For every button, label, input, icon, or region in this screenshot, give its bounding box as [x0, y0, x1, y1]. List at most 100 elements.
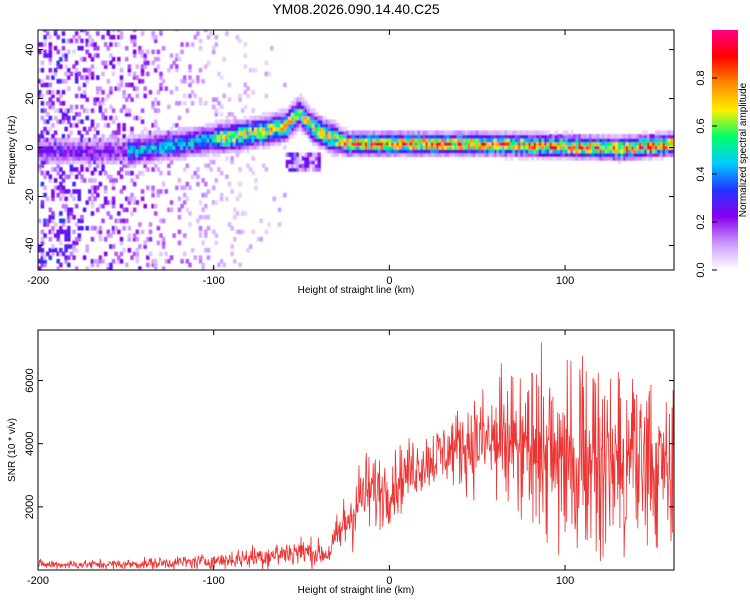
- spectrogram-cell: [143, 56, 147, 62]
- spectrogram-cell: [159, 148, 163, 154]
- spectrogram-cell: [43, 222, 47, 227]
- spectrogram-cell: [206, 214, 211, 220]
- spectrogram-cell: [380, 145, 385, 150]
- spectrogram-cell: [69, 170, 74, 176]
- spectrogram-cell: [546, 141, 551, 146]
- spectrogram-cell: [175, 130, 179, 135]
- spectrogram-cell: [330, 134, 335, 139]
- spectrogram-cell: [594, 134, 598, 139]
- spectrogram-cell: [106, 145, 111, 150]
- spectrogram-cell: [119, 31, 124, 36]
- spectrogram-cell: [66, 159, 71, 165]
- spectrogram-cell: [74, 240, 79, 246]
- spectrogram-cell: [319, 119, 324, 124]
- spectrogram-cell: [74, 75, 79, 80]
- spectrogram-cell: [122, 93, 126, 99]
- spectrogram-cell: [206, 225, 211, 231]
- spectrogram-cell: [90, 137, 95, 143]
- spectrogram-cell: [301, 104, 306, 110]
- spectrogram-cell: [51, 75, 55, 80]
- spectrogram-cell: [182, 185, 187, 191]
- spectrogram-cell: [491, 137, 495, 143]
- spectrogram-cell: [214, 233, 219, 238]
- spectrogram-cell: [214, 152, 219, 158]
- spectrogram-cell: [98, 108, 103, 113]
- spectrogram-cell: [40, 148, 45, 154]
- spectrogram-cell: [235, 229, 240, 235]
- spectrogram-cell: [72, 156, 76, 161]
- spectrogram-cell: [372, 148, 377, 154]
- spectrogram-cell: [59, 64, 63, 69]
- spectrogram-cell: [285, 163, 290, 169]
- spectrogram-cell: [93, 189, 97, 194]
- spectrogram-cells: [38, 30, 674, 270]
- spectrogram-cell: [367, 145, 371, 150]
- spectrogram-cell: [478, 137, 482, 143]
- spectrogram-cell: [132, 115, 137, 121]
- spectrogram-cell: [572, 152, 577, 158]
- spectrogram-cell: [225, 156, 229, 161]
- spectrogram-cell: [370, 141, 374, 146]
- spectrogram-cell: [317, 141, 321, 146]
- spectrogram-cell: [193, 126, 198, 132]
- spectrogram-cell: [243, 130, 248, 135]
- spectrogram-cell: [122, 152, 126, 158]
- spectrogram-cell: [393, 130, 398, 135]
- spectrogram-cell: [269, 141, 274, 146]
- spectrogram-cell: [135, 75, 140, 80]
- spectrogram-cell: [130, 163, 134, 169]
- spectrogram-cell: [109, 262, 113, 268]
- spectrogram-cell: [69, 145, 74, 150]
- spectrogram-cell: [219, 196, 224, 202]
- spectrogram-cell: [348, 130, 353, 135]
- spectrogram-cell: [109, 115, 113, 121]
- spectrogram-cell: [72, 244, 76, 249]
- spectrogram-cell: [507, 134, 511, 139]
- spectrogram-cell: [90, 159, 95, 165]
- spectrogram-cell: [240, 229, 245, 235]
- spectrogram-cell: [59, 174, 63, 180]
- spectrogram-cell: [204, 101, 208, 106]
- spectrogram-cell: [536, 152, 540, 158]
- spectrogram-cell: [193, 141, 198, 146]
- spectrogram-cell: [80, 148, 84, 154]
- spectrogram-cell: [314, 141, 319, 146]
- spectrogram-cell: [356, 148, 361, 154]
- spectrogram-cell: [148, 222, 153, 227]
- spectrogram-cell: [43, 38, 47, 44]
- spectrogram-cell: [146, 255, 150, 260]
- spectrogram-cell: [61, 251, 66, 257]
- spectrogram-cell: [38, 159, 42, 165]
- spectrogram-cell: [56, 108, 60, 113]
- spectrogram-cell: [562, 145, 566, 150]
- spectrogram-cell: [204, 192, 208, 198]
- spectrogram-cell: [148, 137, 153, 143]
- spectrogram-cell: [269, 123, 274, 128]
- snr-x-axis-label: Height of straight line (km): [298, 585, 415, 596]
- spectrogram-cell: [95, 97, 100, 102]
- spectrogram-cell: [333, 134, 337, 139]
- spectrogram-cell: [312, 112, 316, 117]
- spectrogram-cell: [111, 152, 116, 158]
- spectrogram-cell: [90, 178, 95, 183]
- spectrogram-cell: [486, 145, 490, 150]
- spectrogram-cell: [538, 152, 543, 158]
- spectrogram-cell: [66, 255, 71, 260]
- spectrogram-cell: [127, 134, 132, 139]
- spectrogram-cell: [190, 78, 195, 84]
- spectrogram-cell: [317, 123, 321, 128]
- spectrogram-cell: [533, 148, 537, 154]
- spectrogram-cell: [319, 137, 324, 143]
- spectrogram-cell: [161, 218, 166, 224]
- spectrogram-cell: [296, 119, 300, 124]
- spectrogram-cell: [159, 156, 163, 161]
- spectrogram-cell: [95, 159, 100, 165]
- spectrogram-cell: [88, 141, 92, 146]
- spectrogram-cell: [95, 163, 100, 169]
- spectrogram-cell: [425, 145, 429, 150]
- spectrogram-cell: [109, 42, 113, 47]
- spectrogram-cell: [45, 130, 50, 135]
- spectrogram-cell: [277, 112, 282, 117]
- spectrogram-cell: [615, 152, 619, 158]
- spectrogram-cell: [319, 141, 324, 146]
